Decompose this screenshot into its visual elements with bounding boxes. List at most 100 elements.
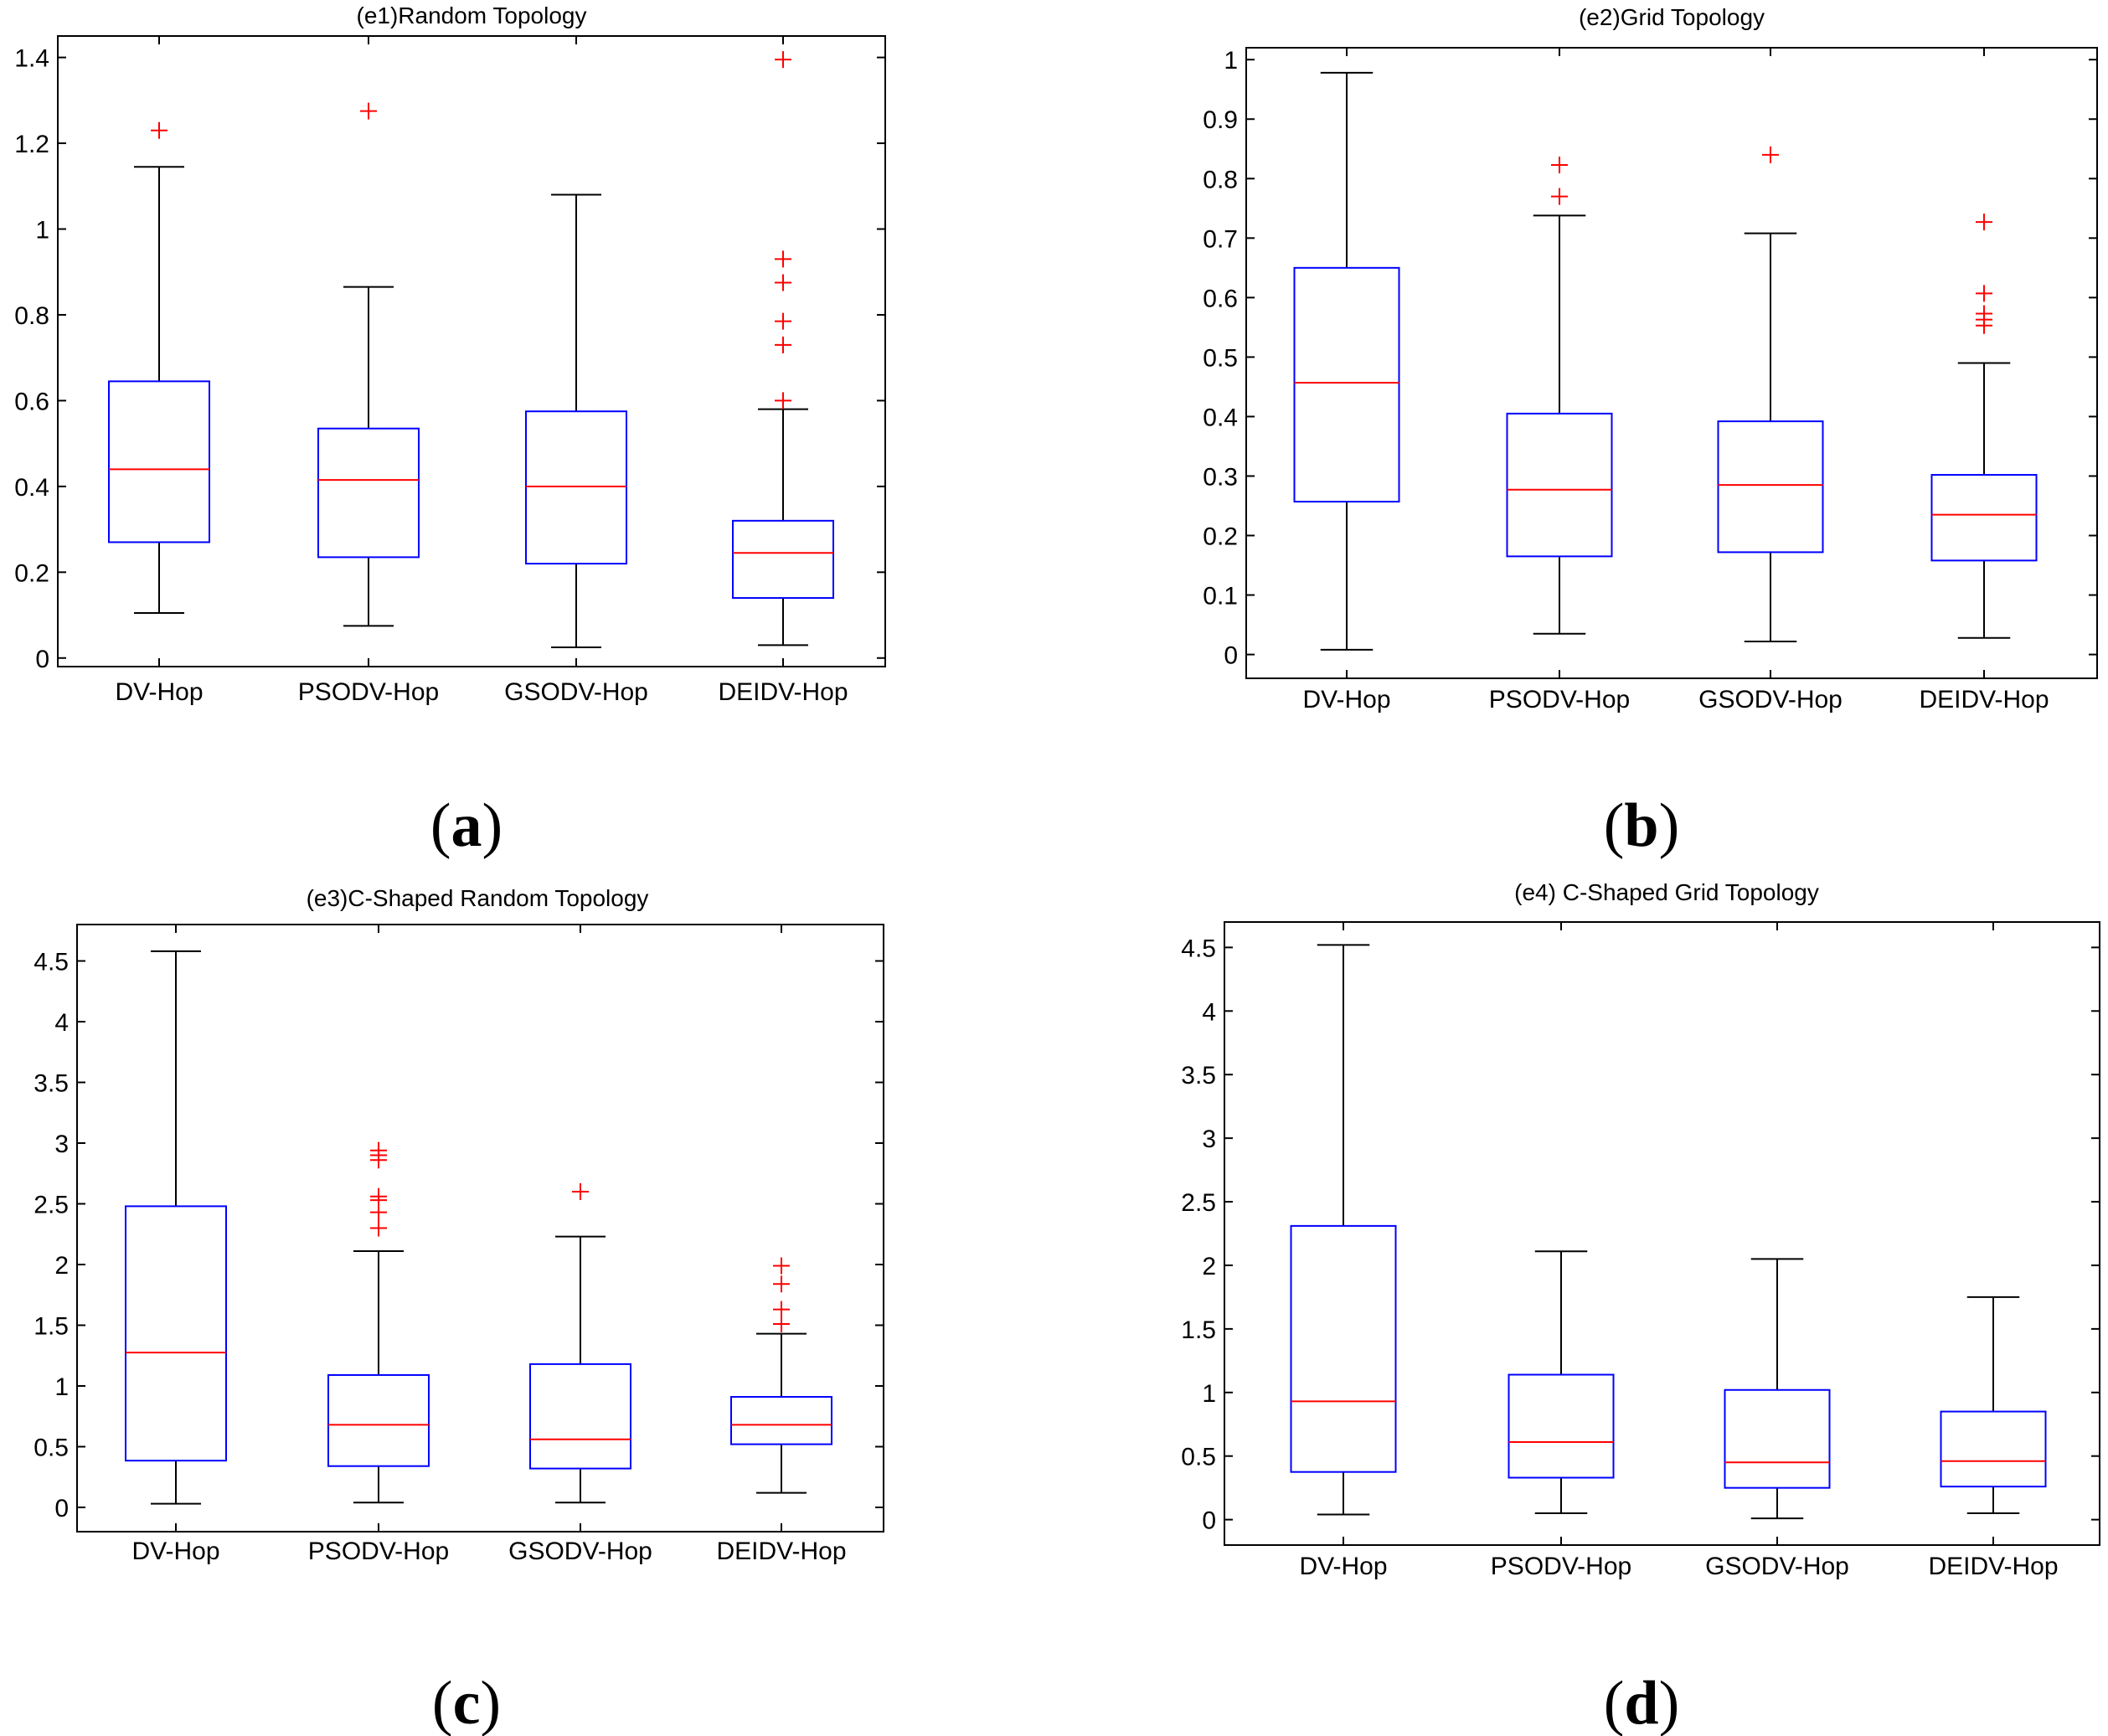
panel-label-b: (b) <box>1604 791 1679 860</box>
y-tick-label: 2 <box>1202 1253 1216 1280</box>
chart-title: (e4) C-Shaped Grid Topology <box>1514 879 1819 905</box>
box-dv-hop <box>108 36 210 667</box>
iqr-box <box>1290 1224 1397 1473</box>
iqr-box <box>317 427 420 559</box>
y-tick-label: 0.9 <box>1203 106 1238 134</box>
box-deidv-hop <box>1940 922 2047 1545</box>
iqr-box <box>1724 1388 1831 1489</box>
x-category-label: DV-Hop <box>131 1538 219 1565</box>
x-category-label: GSODV-Hop <box>1698 686 1843 713</box>
y-tick-label: 4.5 <box>34 949 69 976</box>
box-gsodv-hop <box>1717 48 1824 678</box>
y-tick-label: 1 <box>1202 1380 1216 1408</box>
iqr-box <box>732 519 834 600</box>
outlier-point <box>1762 146 1779 163</box>
iqr-box <box>525 410 627 565</box>
outlier-point <box>1976 214 1992 231</box>
outlier-point <box>775 336 791 353</box>
y-tick-label: 1 <box>35 217 49 245</box>
y-tick-label: 3.5 <box>1181 1062 1216 1090</box>
outlier-point <box>773 1301 790 1318</box>
chart-panel-b: (e2)Grid Topology 0 0.1 0.2 0.3 0.4 0.5 0.6 0.7 0… <box>1203 4 2098 713</box>
y-tick-label: 1.2 <box>14 131 49 158</box>
panel-label-c: (c) <box>432 1669 501 1736</box>
y-tick-label: 0.5 <box>1181 1444 1216 1471</box>
y-tick-label: 3.5 <box>34 1070 69 1098</box>
iqr-box <box>1930 474 2038 562</box>
y-tick-label: 0.3 <box>1203 463 1238 491</box>
iqr-box <box>529 1363 631 1470</box>
box-dv-hop <box>1293 48 1400 678</box>
outlier-point <box>775 250 791 268</box>
chart-title: (e2)Grid Topology <box>1579 4 1765 30</box>
x-category-label: PSODV-Hop <box>1489 686 1630 713</box>
box-gsodv-hop <box>529 925 631 1532</box>
x-category-label: PSODV-Hop <box>308 1538 449 1565</box>
outlier-point <box>1976 285 1992 302</box>
panel-letter: c <box>453 1669 481 1736</box>
y-tick-label: 1.5 <box>1181 1316 1216 1344</box>
x-category-label: DEIDV-Hop <box>1919 686 2049 713</box>
y-tick-label: 0.6 <box>1203 285 1238 312</box>
chart-title: (e1)Random Topology <box>357 3 587 28</box>
box-dv-hop <box>125 925 227 1532</box>
x-category-label: GSODV-Hop <box>1705 1553 1849 1580</box>
outlier-point <box>773 1275 790 1293</box>
y-tick-label: 0 <box>35 646 49 673</box>
y-tick-label: 4.5 <box>1181 935 1216 962</box>
plot-frame <box>76 924 884 1533</box>
box-gsodv-hop <box>1724 922 1831 1545</box>
iqr-box <box>1940 1410 2047 1488</box>
y-tick-label: 0 <box>54 1495 69 1522</box>
outlier-point <box>370 1141 387 1159</box>
plot-frame <box>1224 921 2100 1546</box>
y-tick-label: 0 <box>1202 1507 1216 1535</box>
y-tick-label: 1.4 <box>14 45 49 73</box>
y-tick-label: 0.8 <box>14 302 49 330</box>
x-category-label: DEIDV-Hop <box>1928 1553 2058 1580</box>
iqr-box <box>1293 266 1400 503</box>
iqr-box <box>730 1396 832 1445</box>
chart-title: (e3)C-Shaped Random Topology <box>307 885 649 911</box>
box-deidv-hop <box>732 36 834 667</box>
outlier-point <box>370 1187 387 1205</box>
y-tick-label: 0.4 <box>14 474 49 502</box>
plot-frame <box>57 35 886 667</box>
y-tick-label: 2 <box>54 1252 69 1280</box>
panel-letter: b <box>1624 791 1658 860</box>
y-tick-label: 0.8 <box>1203 166 1238 193</box>
outlier-point <box>151 121 168 139</box>
box-deidv-hop <box>730 925 832 1532</box>
plot-frame <box>1245 47 2098 679</box>
chart-panel-d: (e4) C-Shaped Grid Topology 0 0.5 1 1.5 2 2.5 3… <box>1181 879 2100 1580</box>
y-tick-label: 0.5 <box>1203 344 1238 372</box>
outlier-point <box>773 1257 790 1275</box>
y-tick-label: 2.5 <box>34 1192 69 1219</box>
x-category-label: DV-Hop <box>1302 686 1390 713</box>
x-category-label: PSODV-Hop <box>298 678 439 706</box>
box-psodv-hop <box>327 925 430 1532</box>
outlier-point <box>775 51 791 69</box>
outlier-point <box>775 312 791 330</box>
y-tick-label: 0.4 <box>1203 404 1238 431</box>
iqr-box <box>125 1205 227 1462</box>
x-category-label: DV-Hop <box>1299 1553 1387 1580</box>
iqr-box <box>1717 420 1824 554</box>
iqr-box <box>108 380 210 543</box>
y-tick-label: 3 <box>1202 1126 1216 1153</box>
iqr-box <box>327 1373 430 1467</box>
y-tick-label: 0 <box>1224 642 1238 670</box>
box-psodv-hop <box>317 36 420 667</box>
x-category-label: PSODV-Hop <box>1491 1553 1631 1580</box>
y-tick-label: 0.1 <box>1203 583 1238 610</box>
box-deidv-hop <box>1930 48 2038 678</box>
outlier-point <box>1551 188 1568 205</box>
iqr-box <box>1506 412 1613 558</box>
x-category-label: DV-Hop <box>115 678 203 706</box>
x-category-label: GSODV-Hop <box>504 678 648 706</box>
outlier-point <box>1976 305 1992 322</box>
y-tick-label: 0.5 <box>34 1435 69 1462</box>
outlier-point <box>773 1316 790 1333</box>
panel-letter: d <box>1624 1669 1658 1736</box>
